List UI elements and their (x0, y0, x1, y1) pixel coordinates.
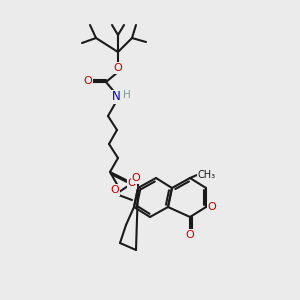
Text: O: O (84, 76, 92, 86)
Text: O: O (128, 178, 136, 188)
Text: N: N (112, 91, 120, 103)
Text: CH₃: CH₃ (198, 170, 216, 180)
Text: O: O (186, 230, 194, 240)
Text: O: O (208, 202, 216, 212)
Text: O: O (114, 63, 122, 73)
Text: O: O (111, 185, 119, 195)
Text: O: O (132, 173, 140, 183)
Text: H: H (123, 90, 131, 100)
